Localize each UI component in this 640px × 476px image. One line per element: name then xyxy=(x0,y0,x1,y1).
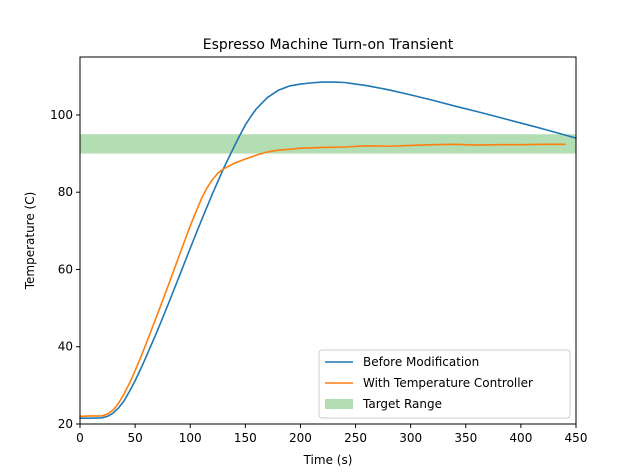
x-tick-label: 400 xyxy=(509,431,532,445)
plot-frame xyxy=(79,56,577,425)
y-tick-label: 100 xyxy=(50,108,73,122)
x-tick-label: 300 xyxy=(399,431,422,445)
target-range-band xyxy=(80,134,576,154)
x-tick-label: 450 xyxy=(565,431,588,445)
x-tick-label: 150 xyxy=(234,431,257,445)
series-line-with-temperature-controller xyxy=(79,143,566,418)
x-axis-label: Time (s) xyxy=(303,453,353,467)
legend-box xyxy=(318,349,571,419)
x-tick-label: 250 xyxy=(344,431,367,445)
series-layer xyxy=(79,81,577,420)
ticks-layer: 0 50 100 150 200 250 300 350 400 450 20 40 60 80 100 xyxy=(50,108,587,445)
legend-item-target-range-swatch xyxy=(325,399,353,409)
legend-item-target-range-label: Target Range xyxy=(362,397,442,411)
legend: Before Modification With Temperature Cont… xyxy=(318,349,571,419)
x-tick-label: 0 xyxy=(76,431,84,445)
x-tick-label: 350 xyxy=(454,431,477,445)
chart-title: Espresso Machine Turn-on Transient xyxy=(203,37,454,53)
y-tick-label: 40 xyxy=(58,340,73,354)
legend-item-before-modification-label: Before Modification xyxy=(363,355,479,369)
x-tick-label: 100 xyxy=(179,431,202,445)
series-line-before-modification xyxy=(79,81,577,420)
x-tick-label: 200 xyxy=(289,431,312,445)
y-tick-label: 60 xyxy=(58,262,73,276)
legend-item-with-temperature-controller-label: With Temperature Controller xyxy=(363,376,533,390)
axes-layer xyxy=(79,56,577,425)
x-tick-label: 50 xyxy=(127,431,142,445)
band-layer xyxy=(80,134,576,154)
y-axis-label: Temperature (C) xyxy=(23,192,37,291)
y-tick-label: 20 xyxy=(58,417,73,431)
y-tick-label: 80 xyxy=(58,185,73,199)
